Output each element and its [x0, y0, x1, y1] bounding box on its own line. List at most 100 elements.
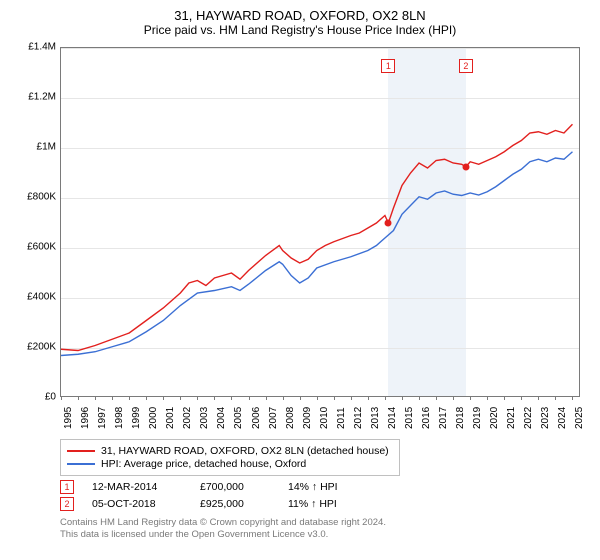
x-tick	[300, 396, 301, 400]
x-axis-label: 1999	[131, 407, 142, 429]
x-tick	[521, 396, 522, 400]
legend-label: HPI: Average price, detached house, Oxfo…	[101, 458, 306, 470]
legend-label: 31, HAYWARD ROAD, OXFORD, OX2 8LN (detac…	[101, 445, 389, 457]
y-axis-label: £1.4M	[28, 42, 56, 53]
x-axis-label: 2002	[182, 407, 193, 429]
chart-subtitle: Price paid vs. HM Land Registry's House …	[12, 23, 588, 37]
legend-swatch	[67, 450, 95, 452]
sale-delta: 14% ↑ HPI	[288, 481, 368, 493]
y-axis-label: £0	[45, 392, 56, 403]
x-axis-label: 2019	[472, 407, 483, 429]
sale-delta: 11% ↑ HPI	[288, 498, 368, 510]
x-tick	[555, 396, 556, 400]
legend-box: 31, HAYWARD ROAD, OXFORD, OX2 8LN (detac…	[60, 439, 400, 476]
y-axis-label: £400K	[27, 292, 56, 303]
sale-date: 05-OCT-2018	[92, 498, 182, 510]
legend-row: 31, HAYWARD ROAD, OXFORD, OX2 8LN (detac…	[67, 445, 393, 457]
series-line	[61, 152, 572, 356]
sale-price: £925,000	[200, 498, 270, 510]
x-tick	[385, 396, 386, 400]
x-axis-label: 1995	[63, 407, 74, 429]
x-axis-label: 1998	[114, 407, 125, 429]
attribution-line2: This data is licensed under the Open Gov…	[60, 529, 588, 541]
x-tick	[180, 396, 181, 400]
x-axis-label: 2012	[353, 407, 364, 429]
x-axis-label: 1997	[97, 407, 108, 429]
x-tick	[368, 396, 369, 400]
sale-date: 12-MAR-2014	[92, 481, 182, 493]
x-axis-label: 2015	[404, 407, 415, 429]
root: 31, HAYWARD ROAD, OXFORD, OX2 8LN Price …	[0, 0, 600, 560]
x-tick	[419, 396, 420, 400]
sale-row: 2 05-OCT-2018 £925,000 11% ↑ HPI	[60, 497, 588, 511]
x-axis-label: 2022	[523, 407, 534, 429]
x-axis-label: 2025	[574, 407, 585, 429]
plot-frame: 12	[60, 47, 580, 397]
sale-marker-dot	[385, 220, 392, 227]
x-tick	[231, 396, 232, 400]
plot-svg	[61, 48, 581, 398]
x-axis-label: 2003	[199, 407, 210, 429]
y-axis-label: £800K	[27, 192, 56, 203]
legend-row: HPI: Average price, detached house, Oxfo…	[67, 458, 393, 470]
x-axis-label: 2004	[216, 407, 227, 429]
x-tick	[453, 396, 454, 400]
sale-row: 1 12-MAR-2014 £700,000 14% ↑ HPI	[60, 480, 588, 494]
sales-table: 1 12-MAR-2014 £700,000 14% ↑ HPI 2 05-OCT-201…	[60, 480, 588, 511]
x-axis-label: 2023	[540, 407, 551, 429]
x-axis-label: 2020	[489, 407, 500, 429]
chart-title: 31, HAYWARD ROAD, OXFORD, OX2 8LN	[12, 8, 588, 23]
sale-marker-box: 2	[459, 59, 473, 73]
sale-marker-dot	[462, 163, 469, 170]
x-tick	[249, 396, 250, 400]
x-axis-label: 2014	[387, 407, 398, 429]
x-tick	[78, 396, 79, 400]
sale-price: £700,000	[200, 481, 270, 493]
x-tick	[436, 396, 437, 400]
x-axis-label: 2024	[557, 407, 568, 429]
attribution-line1: Contains HM Land Registry data © Crown c…	[60, 517, 588, 529]
x-tick	[61, 396, 62, 400]
y-axis-label: £1.2M	[28, 92, 56, 103]
legend-swatch	[67, 463, 95, 465]
x-axis-label: 2005	[233, 407, 244, 429]
y-axis-label: £200K	[27, 342, 56, 353]
x-tick	[163, 396, 164, 400]
x-tick	[197, 396, 198, 400]
x-axis-label: 2013	[370, 407, 381, 429]
x-tick	[266, 396, 267, 400]
x-axis-label: 2018	[455, 407, 466, 429]
x-axis-label: 2000	[148, 407, 159, 429]
x-tick	[95, 396, 96, 400]
x-axis-label: 2009	[302, 407, 313, 429]
y-axis-label: £600K	[27, 242, 56, 253]
x-tick	[351, 396, 352, 400]
x-tick	[402, 396, 403, 400]
x-tick	[334, 396, 335, 400]
sale-number-box: 1	[60, 480, 74, 494]
x-tick	[504, 396, 505, 400]
x-axis-label: 1996	[80, 407, 91, 429]
x-tick	[129, 396, 130, 400]
x-tick	[487, 396, 488, 400]
x-tick	[112, 396, 113, 400]
sale-number-box: 2	[60, 497, 74, 511]
x-axis-label: 2010	[319, 407, 330, 429]
x-tick	[146, 396, 147, 400]
x-axis-label: 2011	[336, 407, 347, 429]
series-line	[61, 124, 572, 350]
x-tick	[317, 396, 318, 400]
x-tick	[283, 396, 284, 400]
x-tick	[470, 396, 471, 400]
chart-area: 12 £0£200K£400K£600K£800K£1M£1.2M£1.4M19…	[12, 43, 588, 433]
x-tick	[214, 396, 215, 400]
x-tick	[538, 396, 539, 400]
x-axis-label: 2021	[506, 407, 517, 429]
sale-marker-box: 1	[381, 59, 395, 73]
y-axis-label: £1M	[37, 142, 56, 153]
x-axis-label: 2006	[251, 407, 262, 429]
attribution: Contains HM Land Registry data © Crown c…	[60, 517, 588, 542]
x-axis-label: 2017	[438, 407, 449, 429]
x-tick	[572, 396, 573, 400]
x-axis-label: 2008	[285, 407, 296, 429]
